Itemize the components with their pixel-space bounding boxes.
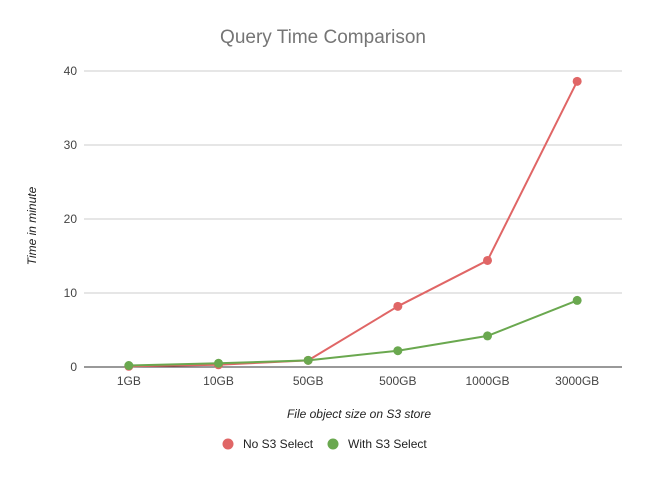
legend-label: No S3 Select [243,437,314,451]
x-tick-label: 1GB [117,374,141,388]
legend-label: With S3 Select [348,437,427,451]
y-tick-label: 0 [70,360,77,374]
y-axis-label: Time in minute [25,186,39,265]
legend-marker-icon [222,438,234,450]
y-tick-label: 40 [64,64,78,78]
x-tick-label: 10GB [203,374,234,388]
x-tick-label: 500GB [379,374,416,388]
data-point[interactable] [572,76,582,86]
data-point[interactable] [483,255,492,265]
data-point[interactable] [572,295,582,305]
legend-item-1[interactable]: With S3 Select [327,437,428,451]
data-point[interactable] [303,355,313,365]
x-axis-tick-labels: 1GB 10GB 50GB 500GB 1000GB 3000GB [117,374,599,388]
legend-item-0[interactable]: No S3 Select [222,437,314,451]
series-1 [124,295,582,371]
legend-marker-icon [327,438,339,450]
series-line [128,80,579,368]
data-point[interactable] [393,346,403,356]
x-axis-label: File object size on S3 store [287,407,431,421]
data-point[interactable] [393,301,403,311]
data-point[interactable] [483,331,492,341]
legend[interactable]: No S3 Select With S3 Select [222,437,428,451]
series-line [128,299,578,367]
y-tick-label: 30 [64,138,78,152]
data-point[interactable] [124,361,134,371]
data-series [124,76,582,371]
x-tick-label: 50GB [293,374,324,388]
y-tick-label: 10 [64,286,78,300]
chart-title: Query Time Comparison [220,27,426,48]
x-tick-label: 3000GB [555,374,599,388]
grid-lines [84,70,622,368]
y-axis-tick-labels: 0 10 20 30 40 [64,64,78,374]
data-point[interactable] [214,358,223,368]
y-tick-label: 20 [64,212,78,226]
x-tick-label: 1000GB [465,374,509,388]
